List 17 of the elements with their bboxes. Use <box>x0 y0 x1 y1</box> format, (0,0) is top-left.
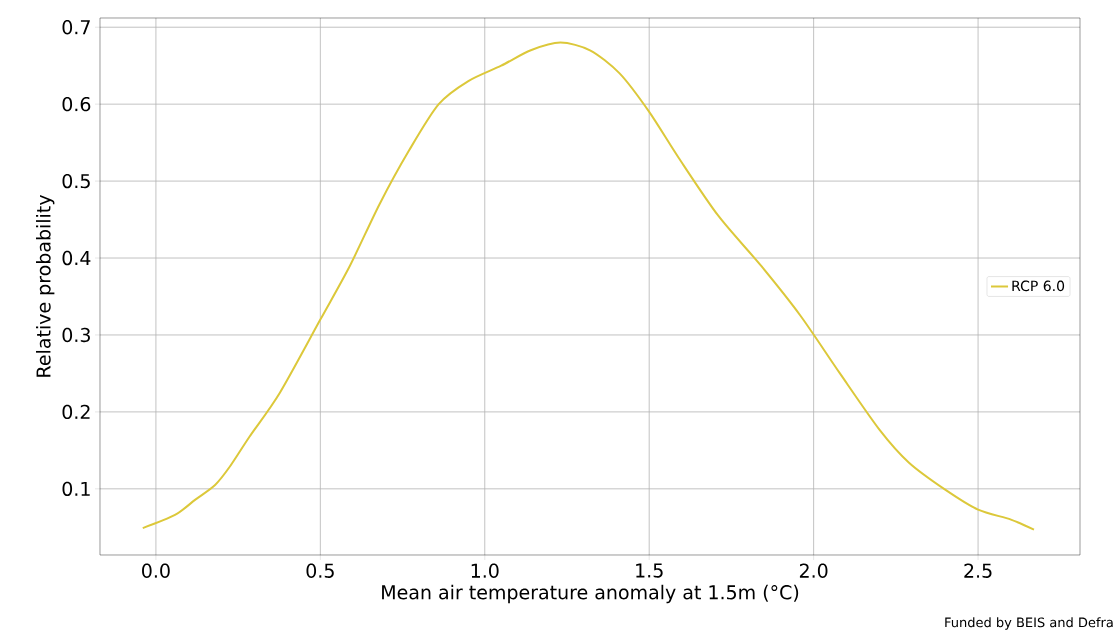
y-axis-title: Relative probability <box>36 195 55 377</box>
y-tick-label: 0.4 <box>62 250 91 266</box>
x-tick-label: 1.5 <box>636 563 663 578</box>
y-tick-label: 0.6 <box>62 96 91 112</box>
x-tick-label: 2.5 <box>964 563 992 578</box>
legend-label: RCP 6.0 <box>1012 280 1065 292</box>
x-axis-title: Mean air temperature anomaly at 1.5m (°C) <box>382 584 799 604</box>
x-tick-label: 0.0 <box>142 563 170 578</box>
x-tick-label: 1.0 <box>471 563 499 578</box>
y-tick-label: 0.3 <box>62 327 90 343</box>
x-tick-label: 2.0 <box>799 563 828 578</box>
y-tick-label: 0.2 <box>62 404 90 420</box>
x-tick-label: 0.5 <box>306 563 334 578</box>
y-tick-label: 0.1 <box>62 481 90 497</box>
y-tick-label: 0.7 <box>62 20 90 35</box>
y-tick-label: 0.5 <box>62 173 90 189</box>
text: Funded by BEIS and Defra <box>945 617 1113 630</box>
